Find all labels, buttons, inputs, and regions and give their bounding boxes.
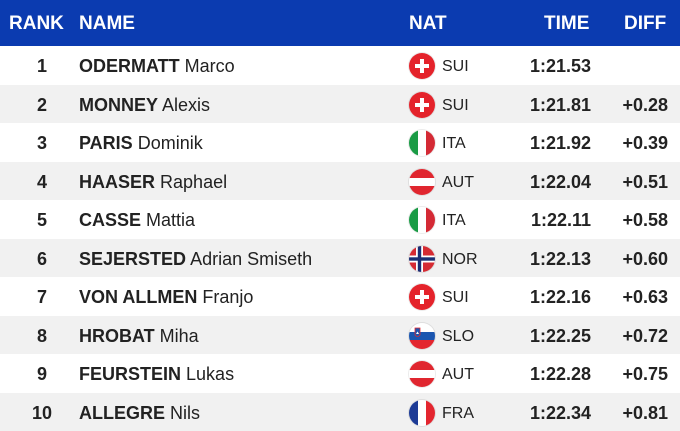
nation-code: SLO	[442, 327, 475, 345]
athlete-last-name: VON ALLMEN	[79, 287, 198, 307]
rank-header: RANK	[9, 13, 64, 34]
rank-cell: 2	[36, 94, 47, 115]
time-difference: +0.58	[622, 210, 668, 230]
race-time: 1:22.13	[529, 248, 591, 269]
race-time: 1:21.81	[529, 94, 591, 115]
athlete-name: HAASER Raphael	[79, 172, 227, 193]
table-row: 10 ALLEGRE Nils FRA 1:22.34 +0.81	[0, 392, 680, 431]
nat-header: NAT	[409, 13, 447, 34]
athlete-last-name: ODERMATT	[79, 56, 180, 76]
athlete-name: FEURSTEIN Lukas	[79, 364, 234, 385]
athlete-name: MONNEY Alexis	[79, 95, 210, 116]
rank-cell: 6	[36, 248, 47, 269]
name-header: NAME	[79, 13, 135, 34]
athlete-first-name: Alexis	[162, 94, 211, 115]
table-row: 2 MONNEY Alexis SUI 1:21.81 +0.28	[0, 84, 680, 123]
athlete-last-name: ALLEGRE	[79, 402, 166, 423]
athlete-name: SEJERSTED Adrian Smiseth	[79, 249, 312, 270]
athlete-first-name: Miha	[159, 325, 199, 346]
nation-code: AUT	[442, 173, 474, 191]
swiss-flag-icon	[409, 91, 435, 118]
nation-code: SUI	[442, 58, 469, 75]
athlete-name: PARIS Dominik	[79, 133, 203, 154]
athlete-last-name: FEURSTEIN	[79, 364, 182, 384]
nation-code: ITA	[442, 135, 466, 152]
table-row: 8 HROBAT Miha SLO 1:22.25 +0.72	[0, 315, 680, 354]
austrian-flag-icon	[409, 361, 435, 387]
time-difference: +0.72	[622, 325, 668, 346]
nation-code: SUI	[442, 96, 469, 114]
athlete-name: CASSE Mattia	[79, 210, 195, 231]
athlete-name: ODERMATT Marco	[79, 56, 235, 77]
rank-cell: 7	[36, 287, 47, 307]
swiss-flag-icon	[409, 53, 435, 79]
table-row: 3 PARIS Dominik ITA 1:21.92 +0.39	[0, 123, 680, 162]
race-time: 1:21.53	[529, 56, 591, 76]
race-time: 1:22.34	[529, 402, 591, 423]
race-time: 1:22.25	[529, 325, 591, 346]
table-row: 4 HAASER Raphael AUT 1:22.04 +0.51	[0, 161, 680, 200]
time-difference: +0.39	[622, 133, 668, 153]
race-time: 1:22.04	[529, 171, 591, 192]
athlete-first-name: Adrian Smiseth	[190, 248, 313, 269]
time-difference: +0.63	[622, 287, 668, 307]
athlete-name: HROBAT Miha	[79, 326, 199, 347]
table-row: 1 ODERMATT Marco SUI 1:21.53	[0, 46, 680, 85]
rank-cell: 3	[36, 133, 47, 153]
rank-cell: 1	[36, 56, 47, 76]
time-difference: +0.75	[622, 364, 668, 384]
athlete-first-name: Dominik	[137, 133, 203, 153]
italian-flag-icon	[409, 207, 435, 233]
athlete-first-name: Raphael	[160, 171, 228, 192]
athlete-name: VON ALLMEN Franjo	[79, 287, 253, 308]
table-body: 1 ODERMATT Marco SUI 1:21.53 2 MONNEY Alexis S…	[0, 46, 680, 431]
race-time: 1:22.28	[529, 364, 591, 384]
athlete-name: ALLEGRE Nils	[79, 403, 200, 424]
rank-cell: 10	[31, 402, 53, 423]
time-difference: +0.81	[622, 402, 668, 423]
nation-code: FRA	[442, 404, 474, 422]
nation-code: NOR	[442, 250, 478, 268]
austrian-flag-icon	[409, 168, 435, 195]
athlete-last-name: PARIS	[79, 133, 133, 153]
time-difference: +0.51	[622, 171, 668, 192]
athlete-last-name: SEJERSTED	[79, 248, 187, 269]
table-header: RANK NAME NAT TIME DIFF	[0, 0, 680, 46]
rank-cell: 9	[36, 364, 47, 384]
athlete-last-name: MONNEY	[79, 94, 159, 115]
rank-cell: 4	[36, 171, 47, 192]
time-difference: +0.60	[622, 248, 668, 269]
athlete-first-name: Marco	[184, 56, 235, 76]
race-time: 1:21.92	[529, 133, 591, 153]
swiss-flag-icon	[409, 284, 435, 310]
french-flag-icon	[409, 399, 435, 426]
race-time: 1:22.11	[530, 210, 591, 230]
diff-header: DIFF	[624, 13, 667, 34]
athlete-first-name: Franjo	[202, 287, 254, 307]
athlete-first-name: Mattia	[146, 210, 196, 230]
table-row: 9 FEURSTEIN Lukas AUT 1:22.28 +0.75	[0, 354, 680, 393]
slovenian-flag-icon	[409, 322, 435, 349]
table-row: 6 SEJERSTED Adrian Smiseth NOR 1:22.13 +0.60	[0, 238, 680, 277]
nation-code: AUT	[442, 366, 474, 383]
rank-cell: 5	[36, 210, 47, 230]
time-difference: +0.28	[622, 94, 668, 115]
athlete-first-name: Lukas	[186, 364, 235, 384]
table-row: 7 VON ALLMEN Franjo SUI 1:22.16 +0.63	[0, 277, 680, 316]
race-time: 1:22.16	[529, 287, 591, 307]
nation-code: SUI	[442, 289, 469, 306]
rank-cell: 8	[36, 325, 47, 346]
time-header: TIME	[544, 13, 590, 34]
athlete-last-name: CASSE	[79, 210, 142, 230]
table-row: 5 CASSE Mattia ITA 1:22.11 +0.58	[0, 200, 680, 239]
italian-flag-icon	[409, 130, 435, 156]
athlete-first-name: Nils	[170, 402, 201, 423]
nation-code: ITA	[442, 212, 466, 229]
athlete-last-name: HAASER	[79, 171, 156, 192]
athlete-last-name: HROBAT	[79, 325, 155, 346]
norwegian-flag-icon	[409, 245, 435, 272]
